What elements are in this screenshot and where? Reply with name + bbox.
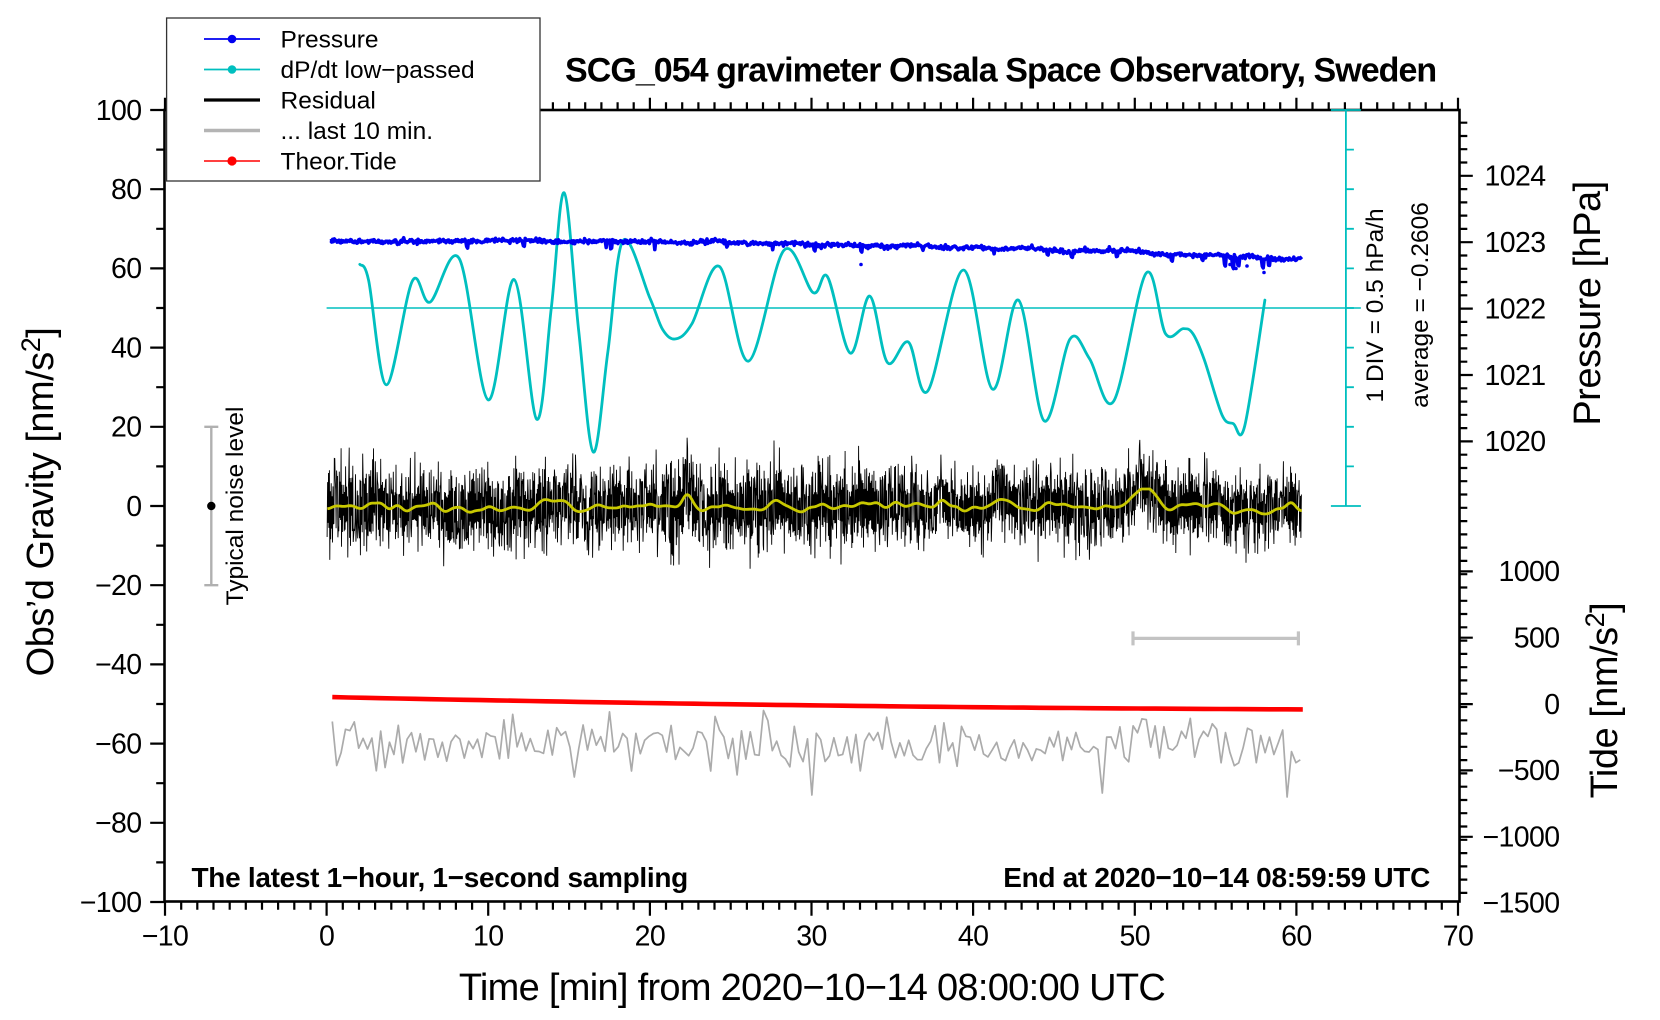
svg-text:Time [min] from 2020−10−14 08:: Time [min] from 2020−10−14 08:00:00 UTC	[459, 967, 1165, 1009]
svg-text:40: 40	[958, 921, 989, 953]
svg-text:... last 10 min.: ... last 10 min.	[281, 118, 434, 145]
svg-text:Residual: Residual	[281, 88, 376, 115]
svg-text:−60: −60	[95, 728, 142, 760]
svg-text:Pressure: Pressure	[281, 27, 379, 54]
svg-text:−40: −40	[95, 649, 142, 681]
svg-text:−1500: −1500	[1482, 888, 1559, 920]
svg-text:500: 500	[1514, 623, 1560, 655]
svg-text:80: 80	[111, 174, 142, 206]
svg-text:0: 0	[126, 491, 141, 523]
svg-text:−20: −20	[95, 570, 142, 602]
svg-text:−500: −500	[1498, 755, 1560, 787]
svg-text:50: 50	[1120, 921, 1151, 953]
svg-text:1024: 1024	[1485, 161, 1547, 193]
svg-text:30: 30	[796, 921, 827, 953]
svg-text:−1000: −1000	[1482, 822, 1559, 854]
svg-text:−80: −80	[95, 808, 142, 840]
svg-text:100: 100	[96, 95, 142, 127]
svg-text:The latest 1−hour, 1−second sa: The latest 1−hour, 1−second sampling	[192, 862, 688, 893]
svg-text:Obs’d Gravity [nm/s2]: Obs’d Gravity [nm/s2]	[16, 328, 62, 677]
svg-text:1 DIV = 0.5 hPa/h: 1 DIV = 0.5 hPa/h	[1362, 208, 1389, 402]
svg-text:1021: 1021	[1485, 360, 1546, 392]
svg-text:70: 70	[1443, 921, 1474, 953]
svg-text:−100: −100	[80, 887, 142, 919]
svg-text:SCG_054 gravimeter Onsala Spac: SCG_054 gravimeter Onsala Space Observat…	[565, 52, 1436, 90]
svg-text:10: 10	[473, 921, 504, 953]
svg-text:Theor.Tide: Theor.Tide	[281, 149, 397, 176]
svg-text:1022: 1022	[1485, 293, 1546, 325]
svg-text:0: 0	[319, 921, 334, 953]
svg-text:Pressure [hPa]: Pressure [hPa]	[1567, 181, 1609, 425]
svg-text:1020: 1020	[1485, 426, 1546, 458]
svg-text:−10: −10	[142, 921, 189, 953]
svg-text:Typical noise level: Typical noise level	[222, 407, 249, 606]
svg-text:End at 2020−10−14 08:59:59 UTC: End at 2020−10−14 08:59:59 UTC	[1003, 862, 1430, 893]
svg-text:60: 60	[111, 253, 142, 285]
svg-text:Tide [nm/s2]: Tide [nm/s2]	[1580, 603, 1626, 799]
svg-text:dP/dt low−passed: dP/dt low−passed	[281, 57, 475, 84]
svg-text:40: 40	[111, 332, 142, 364]
svg-text:20: 20	[635, 921, 666, 953]
svg-text:1000: 1000	[1498, 556, 1559, 588]
svg-text:average = −0.2606: average = −0.2606	[1407, 202, 1434, 408]
svg-text:60: 60	[1281, 921, 1312, 953]
svg-text:1023: 1023	[1485, 227, 1546, 259]
svg-text:0: 0	[1544, 689, 1559, 721]
svg-text:20: 20	[111, 412, 142, 444]
